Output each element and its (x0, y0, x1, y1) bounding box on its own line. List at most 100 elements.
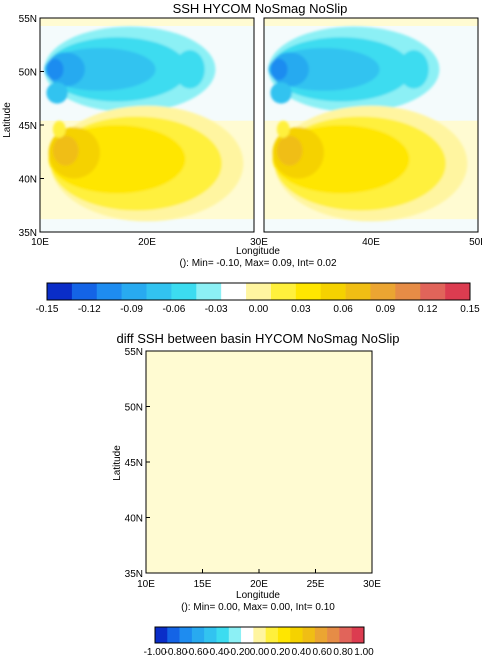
colorbar-tick-label: -0.06 (163, 304, 186, 315)
field-contour (276, 120, 290, 138)
colorbar-tick-label: 0.09 (376, 304, 396, 315)
colorbar-cell (171, 283, 197, 300)
colorbar-frame (154, 626, 365, 644)
colorbar-bottom-ticks: -1.00-0.80-0.60-0.40-0.20 0.00 0.20 0.40 0.6… (144, 647, 375, 658)
bottom-chart-title: diff SSH between basin HYCOM NoSmag NoSl… (117, 331, 400, 346)
field-contour (270, 82, 292, 104)
top-y-axis-label: Latitude (2, 102, 13, 138)
colorbar-cell (47, 283, 73, 300)
bottom-y-tick-label: 45N (125, 458, 143, 469)
field-contour (174, 50, 205, 89)
colorbar-cell (265, 627, 279, 643)
field-contour (52, 120, 66, 138)
field-contour (46, 82, 68, 104)
colorbar-cell (314, 627, 328, 643)
top-north-strip (40, 18, 254, 26)
field-contour (52, 135, 79, 166)
colorbar-cell (228, 627, 242, 643)
colorbar-tick-label: -0.09 (120, 304, 143, 315)
top-x-tick-label: 50E (469, 237, 482, 248)
colorbar-cell (121, 283, 147, 300)
top-x-tick-label: 20E (138, 237, 156, 248)
top-y-tick-label: 55N (19, 14, 37, 25)
colorbar-cell (339, 627, 353, 643)
colorbar-cell (196, 283, 222, 300)
top-field-contours (268, 26, 468, 222)
bottom-x-axis-label: Longitude (236, 590, 280, 601)
colorbar-bottom (154, 626, 365, 644)
bottom-field (145, 350, 373, 574)
colorbar-cell (345, 283, 371, 300)
colorbar-cell (320, 283, 346, 300)
colorbar-cell (420, 283, 446, 300)
colorbar-tick-label: -1.00 (144, 647, 167, 658)
bottom-x-ticks: 10E 15E 20E 25E 30E (137, 569, 381, 590)
top-x-tick-label: 40E (362, 237, 380, 248)
colorbar-top-ticks: -0.15 -0.12 -0.09 -0.06 -0.03 0.00 0.03 0.06 0.0… (36, 304, 481, 315)
bottom-x-tick-label: 20E (250, 579, 268, 590)
top-y-ticks: 35N 40N 45N 50N 55N (19, 14, 44, 239)
bottom-y-axis-label: Latitude (112, 445, 123, 481)
bottom-stats-line: (): Min= 0.00, Max= 0.00, Int= 0.10 (181, 602, 335, 613)
bottom-y-tick-label: 35N (125, 569, 143, 580)
bottom-y-tick-label: 40N (125, 514, 143, 525)
top-panel-frame (263, 17, 479, 233)
colorbar-frame (46, 282, 471, 301)
field-contour (270, 58, 288, 81)
colorbar-tick-label: 0.00 (249, 304, 269, 315)
colorbar-cell (270, 283, 297, 300)
colorbar-cell (395, 283, 421, 300)
field-contour (276, 135, 303, 166)
colorbar-cell (179, 627, 193, 643)
colorbar-cell (370, 283, 396, 300)
colorbar-cell (351, 627, 365, 643)
top-field (39, 17, 479, 233)
bottom-y-tick-label: 50N (125, 403, 143, 414)
colorbar-cell (246, 283, 272, 300)
top-north-strip (264, 18, 478, 26)
colorbar-cell (191, 627, 205, 643)
top-x-tick-label: 10E (31, 237, 49, 248)
colorbar-cell (155, 627, 168, 643)
bottom-x-tick-label: 30E (363, 579, 381, 590)
colorbar-tick-label: -0.60 (185, 647, 208, 658)
colorbar-tick-label: 0.60 (312, 647, 332, 658)
colorbar-cell (302, 627, 316, 643)
field-contour (398, 50, 429, 89)
top-y-tick-label: 40N (19, 175, 37, 186)
colorbar-tick-label: 0.15 (460, 304, 480, 315)
colorbar-cell (241, 627, 254, 643)
colorbar-cell (295, 283, 322, 300)
top-x-axis-label: Longitude (236, 246, 280, 257)
top-panel-2 (263, 17, 479, 233)
colorbar-tick-label: 0.12 (418, 304, 438, 315)
colorbar-tick-label: 0.06 (333, 304, 353, 315)
colorbar-tick-label: -0.15 (36, 304, 59, 315)
colorbar-cell (216, 627, 230, 643)
top-x-ticks: 10E 20E 30E 40E 50E (31, 237, 482, 248)
colorbar-top (46, 282, 471, 301)
bottom-y-ticks: 35N 40N 45N 50N 55N (125, 347, 150, 580)
colorbar-tick-label: 0.00 (250, 647, 270, 658)
top-y-tick-label: 50N (19, 68, 37, 79)
colorbar-tick-label: -0.80 (165, 647, 188, 658)
colorbar-tick-label: -0.12 (78, 304, 101, 315)
colorbar-cell (71, 283, 98, 300)
bottom-x-tick-label: 15E (194, 579, 212, 590)
colorbar-tick-label: 0.20 (271, 647, 291, 658)
field-contour (46, 58, 64, 81)
colorbar-cell (327, 627, 340, 643)
top-chart-title: SSH HYCOM NoSmag NoSlip (173, 1, 348, 16)
top-y-tick-label: 35N (19, 228, 37, 239)
colorbar-cell (204, 627, 217, 643)
colorbar-cell (221, 283, 247, 300)
colorbar-cell (167, 627, 180, 643)
bottom-x-tick-label: 25E (307, 579, 325, 590)
colorbar-cell (96, 283, 122, 300)
colorbar-cell (277, 627, 291, 643)
colorbar-tick-label: -0.03 (205, 304, 228, 315)
top-panel-1 (39, 17, 255, 233)
colorbar-tick-label: 1.00 (354, 647, 374, 658)
top-field-contours (44, 26, 244, 222)
